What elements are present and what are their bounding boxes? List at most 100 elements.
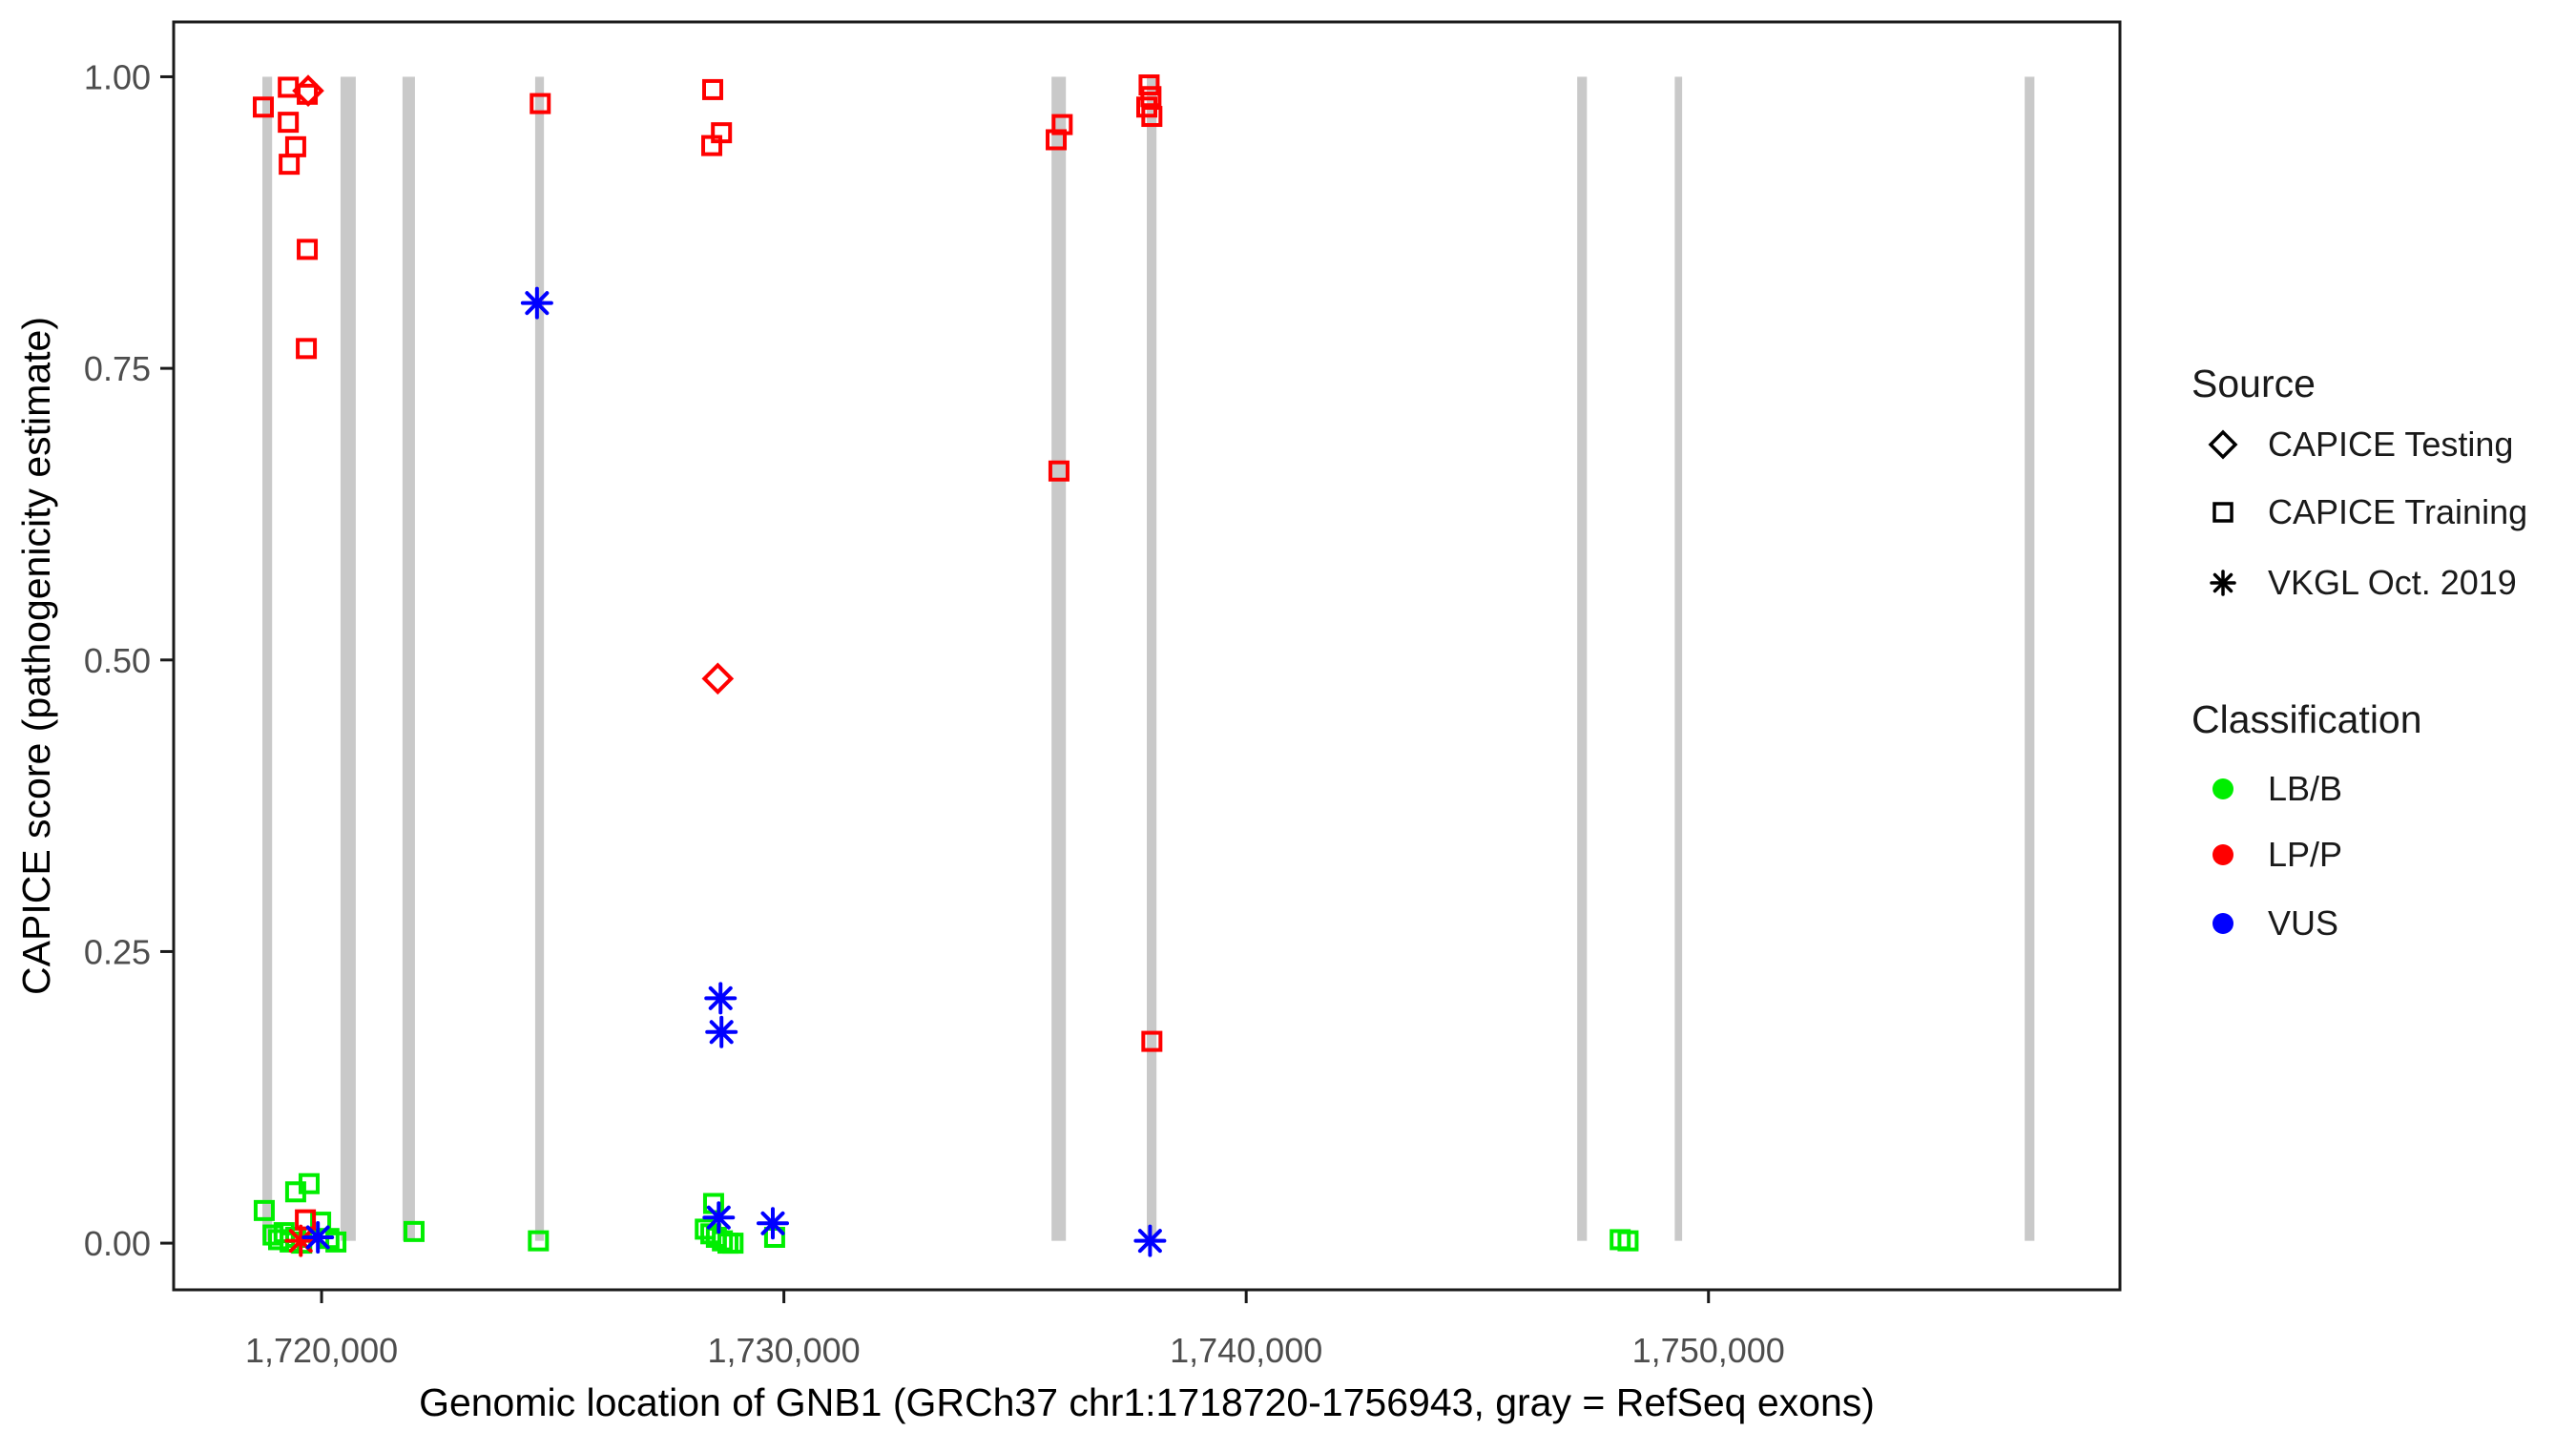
square-marker-icon	[2212, 502, 2233, 523]
data-point-square	[1048, 460, 1070, 482]
refseq-exon-bar	[534, 76, 545, 1241]
legend-item-label: CAPICE Training	[2268, 492, 2528, 531]
asterisk-stroke	[706, 1205, 731, 1230]
x-tick-label: 1,750,000	[1632, 1331, 1785, 1370]
legend-source-item-vkgl-oct-2019: VKGL Oct. 2019	[2192, 554, 2517, 612]
data-point-square	[296, 338, 318, 360]
refseq-exon-bar	[262, 76, 273, 1241]
y-axis-title: CAPICE score (pathogenicity estimate)	[14, 317, 58, 995]
data-point-square	[701, 135, 723, 156]
data-point-square	[298, 1172, 320, 1194]
asterisk-stroke	[305, 1225, 330, 1250]
refseq-exon-bar	[1051, 76, 1067, 1241]
data-point-square	[253, 1199, 275, 1221]
y-tick-label: 0.00	[84, 1224, 151, 1263]
legend-item-label: CAPICE Testing	[2268, 425, 2514, 464]
x-tick-label: 1,720,000	[245, 1331, 398, 1370]
data-point-asterisk	[756, 1207, 789, 1240]
data-point-square	[295, 1209, 317, 1231]
legend-icon	[2192, 416, 2254, 473]
y-tick-label: 0.75	[84, 349, 151, 388]
y-tick-label: 0.25	[84, 932, 151, 971]
data-point-square	[1141, 1030, 1163, 1052]
asterisk-stroke	[525, 291, 550, 316]
legend-item-label: LP/P	[2268, 835, 2343, 874]
data-point-square	[1140, 86, 1162, 108]
dot-glyph	[2212, 844, 2233, 865]
legend: Source CAPICE Testing CAPICE Training VKGL…	[2192, 362, 2573, 1317]
legend-icon	[2192, 895, 2254, 952]
refseq-exon-bar	[402, 76, 415, 1241]
legend-item-label: LB/B	[2268, 769, 2343, 808]
legend-icon	[2192, 826, 2254, 883]
data-point-square	[403, 1220, 425, 1242]
data-point-square	[284, 135, 306, 157]
refseq-exon-bar	[1674, 76, 1683, 1241]
x-tick-label: 1,730,000	[708, 1331, 861, 1370]
data-point-asterisk	[702, 1201, 736, 1234]
data-point-square	[1046, 129, 1068, 151]
legend-source-item-capice-training: CAPICE Training	[2192, 484, 2527, 541]
data-point-square	[712, 1230, 734, 1252]
legend-classification-item-lb-b: LB/B	[2192, 760, 2342, 818]
x-axis-title: Genomic location of GNB1 (GRCh37 chr1:17…	[419, 1380, 1875, 1424]
data-point-diamond	[701, 662, 735, 695]
data-point-square	[1617, 1230, 1639, 1252]
data-point-asterisk	[704, 982, 737, 1015]
legend-icon	[2192, 484, 2254, 541]
asterisk-stroke	[708, 985, 733, 1010]
legend-source-title: Source	[2192, 362, 2316, 405]
color-dot-icon	[2212, 913, 2233, 934]
legend-icon	[2192, 554, 2254, 612]
data-point-square	[530, 93, 551, 114]
asterisk-stroke	[709, 1020, 734, 1045]
asterisk-stroke	[288, 1229, 313, 1254]
asterisk-glyph	[2210, 570, 2236, 596]
data-point-square	[325, 1231, 347, 1253]
data-point-square	[297, 238, 319, 260]
data-point-square	[1141, 106, 1163, 128]
diamond-marker-icon	[2208, 429, 2238, 460]
y-tick-label: 0.50	[84, 641, 151, 680]
data-point-asterisk	[301, 1220, 335, 1254]
data-point-square	[701, 78, 723, 100]
legend-item-label: VUS	[2268, 903, 2339, 943]
color-dot-icon	[2212, 844, 2233, 865]
asterisk-marker-icon	[2210, 570, 2236, 596]
refseq-exon-bar	[1147, 76, 1157, 1241]
legend-icon	[2192, 760, 2254, 818]
asterisk-stroke	[1137, 1229, 1162, 1254]
square-glyph	[2212, 502, 2233, 523]
data-point-asterisk	[705, 1015, 738, 1048]
asterisk-stroke	[2212, 572, 2233, 593]
refseq-exon-bar	[2025, 76, 2035, 1241]
data-point-square	[1138, 74, 1160, 96]
x-tick-label: 1,740,000	[1170, 1331, 1322, 1370]
dot-glyph	[2212, 778, 2233, 799]
data-point-diamond	[292, 74, 324, 107]
data-point-square	[722, 1233, 744, 1255]
y-tick-label: 1.00	[84, 57, 151, 96]
plot-panel-border	[172, 20, 2122, 1292]
color-dot-icon	[2212, 778, 2233, 799]
legend-classification-item-vus: VUS	[2192, 895, 2338, 952]
data-point-square	[278, 76, 300, 98]
data-point-square	[528, 1230, 550, 1252]
legend-classification-item-lp-p: LP/P	[2192, 826, 2342, 883]
data-point-square	[1051, 114, 1073, 135]
data-point-asterisk	[520, 286, 553, 320]
diamond-glyph	[2208, 429, 2238, 460]
data-point-asterisk	[1133, 1224, 1167, 1257]
legend-source-item-capice-testing: CAPICE Testing	[2192, 416, 2513, 473]
data-point-square	[253, 96, 275, 118]
data-point-square	[279, 154, 301, 176]
refseq-exon-bar	[340, 76, 356, 1241]
asterisk-stroke	[760, 1211, 785, 1235]
data-point-square	[278, 112, 300, 134]
dot-glyph	[2212, 913, 2233, 934]
legend-classification-title: Classification	[2192, 697, 2422, 741]
refseq-exon-bar	[1577, 76, 1588, 1241]
legend-item-label: VKGL Oct. 2019	[2268, 563, 2517, 602]
